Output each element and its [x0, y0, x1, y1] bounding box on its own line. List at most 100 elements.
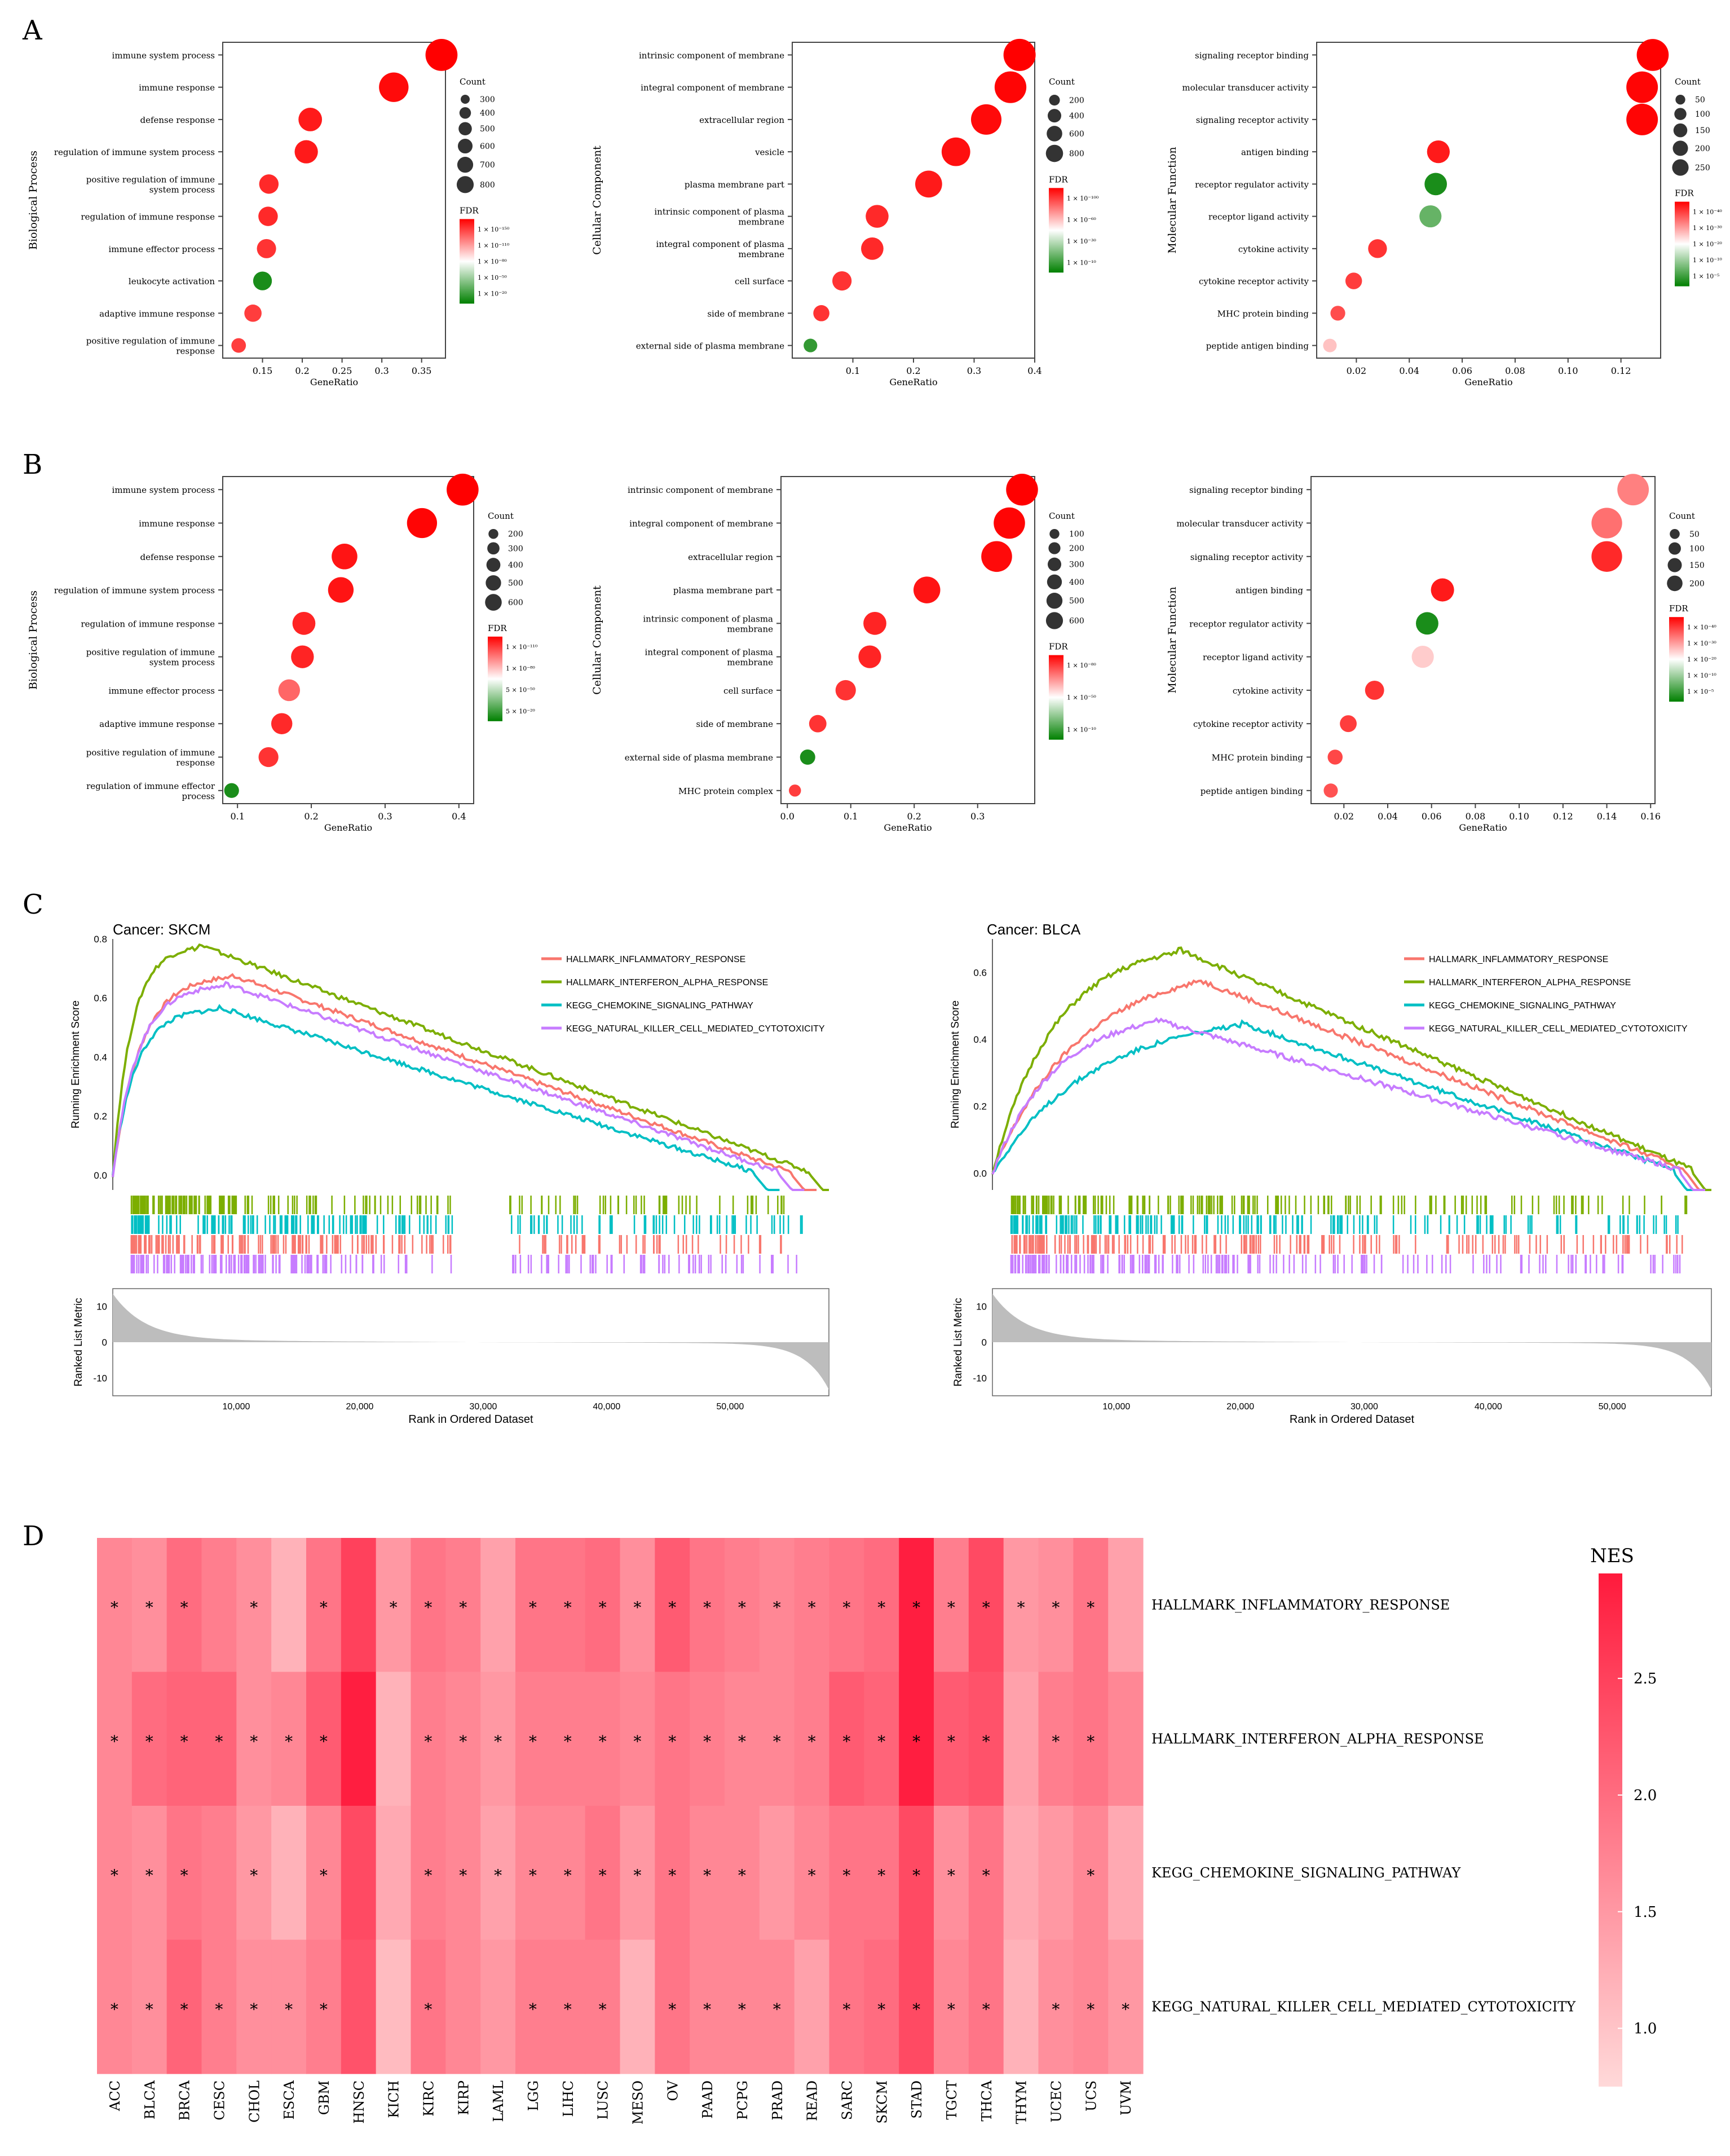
heatmap-column-label: LGG — [526, 2080, 541, 2111]
term-label: membrane — [727, 624, 773, 634]
heatmap-cell — [201, 1806, 237, 1941]
count-legend-label: 300 — [480, 95, 495, 104]
heatmap-cell — [968, 1538, 1004, 1673]
dot-point — [813, 305, 829, 321]
count-legend-label: 300 — [508, 544, 523, 553]
term-label: integral component of membrane — [641, 83, 784, 93]
y-axis-title: Cellular Component — [591, 585, 603, 695]
significance-star: * — [808, 1598, 816, 1617]
term-label: external side of plasma membrane — [625, 753, 773, 763]
term-label: membrane — [738, 249, 784, 259]
significance-star: * — [703, 1866, 711, 1885]
heatmap-cell — [794, 1939, 830, 2074]
heatmap-cell — [725, 1806, 760, 1941]
heatmap-cell — [655, 1806, 690, 1941]
dot-point — [425, 39, 458, 71]
heatmap-cell — [968, 1939, 1004, 2074]
term-label: antigen binding — [1241, 147, 1309, 157]
heatmap-cell — [306, 1806, 342, 1941]
heatmap-cell — [480, 1806, 516, 1941]
term-label: MHC protein binding — [1217, 308, 1309, 319]
significance-star: * — [738, 2000, 746, 2018]
significance-star: * — [145, 2000, 153, 2018]
term-label: receptor regulator activity — [1189, 619, 1303, 629]
x-tick-label: 0.12 — [1611, 365, 1631, 376]
x-tick-label: 0.15 — [253, 365, 273, 376]
heatmap-cell — [690, 1939, 725, 2074]
term-label: plasma membrane part — [673, 585, 773, 596]
heatmap-cell — [411, 1806, 446, 1941]
count-legend-dot — [1045, 144, 1063, 162]
x-axis-title: GeneRatio — [324, 822, 372, 833]
count-legend-label: 600 — [480, 142, 495, 151]
dot-point — [1327, 749, 1343, 765]
significance-star: * — [529, 2000, 537, 2018]
count-legend-dot — [1047, 574, 1062, 590]
heatmap-cell — [411, 1672, 446, 1806]
heatmap-cell — [550, 1538, 586, 1673]
fdr-legend-label: 1 × 10⁻⁸⁰ — [1067, 662, 1096, 669]
dot-point — [861, 237, 884, 260]
count-legend-label: 200 — [1689, 579, 1705, 588]
enrichment-curve — [991, 946, 1711, 1191]
term-label: defense response — [140, 552, 215, 562]
term-label: regulation of immune system process — [54, 585, 215, 596]
heatmap-cell — [480, 1538, 516, 1673]
significance-star: * — [424, 1598, 432, 1617]
significance-star: * — [145, 1598, 153, 1617]
term-label: immune system process — [112, 50, 215, 60]
dot-point — [1427, 140, 1450, 164]
x-tick-label: 40,000 — [593, 1402, 620, 1412]
fdr-legend-label: 1 × 10⁻⁵⁰ — [1067, 694, 1096, 702]
heatmap-cell — [550, 1806, 586, 1941]
y-axis-title: Molecular Function — [1166, 587, 1179, 693]
dot-point — [789, 784, 801, 797]
term-label: molecular transducer activity — [1176, 518, 1303, 528]
dot-point — [981, 541, 1012, 572]
count-legend-label: 700 — [480, 161, 495, 170]
dot-point — [994, 71, 1027, 103]
heatmap-cell — [131, 1672, 167, 1806]
x-tick-label: 0.25 — [332, 365, 352, 376]
fdr-legend-title: FDR — [1049, 642, 1068, 652]
heatmap-cell — [480, 1672, 516, 1806]
significance-star: * — [529, 1866, 537, 1885]
dot-point — [332, 543, 358, 570]
panel-label: D — [23, 1520, 44, 1552]
heatmap-cell — [759, 1939, 795, 2074]
significance-star: * — [564, 2000, 572, 2018]
fdr-legend-label: 5 × 10⁻⁵⁰ — [506, 686, 535, 694]
significance-star: * — [842, 1598, 850, 1617]
count-legend-label: 500 — [1069, 597, 1084, 606]
significance-star: * — [1052, 1598, 1060, 1617]
heatmap-cell — [376, 1672, 412, 1806]
significance-star: * — [145, 1866, 153, 1885]
dot-point — [259, 174, 279, 194]
x-tick-label: 0.1 — [846, 365, 860, 376]
count-legend-dot — [1047, 109, 1062, 123]
term-label: intrinsic component of membrane — [628, 485, 773, 495]
heatmap-cell — [725, 1672, 760, 1806]
significance-star: * — [703, 1732, 711, 1751]
x-tick-label: 0.3 — [374, 365, 389, 376]
gsea-title: Cancer: BLCA — [987, 921, 1081, 938]
heatmap-cell — [829, 1939, 864, 2074]
enrichment-curve — [112, 981, 805, 1191]
heatmap-cell — [201, 1939, 237, 2074]
count-legend-label: 600 — [508, 598, 523, 607]
heatmap-cell — [97, 1939, 133, 2074]
heatmap-column-label: KICH — [386, 2080, 402, 2118]
heatmap-row-label: KEGG_CHEMOKINE_SIGNALING_PATHWAY — [1151, 1865, 1462, 1881]
fdr-legend-label: 1 × 10⁻²⁰ — [478, 290, 507, 297]
significance-star: * — [215, 2000, 223, 2018]
y-axis-title: Cellular Component — [591, 146, 603, 255]
significance-star: * — [877, 1732, 885, 1751]
significance-star: * — [1017, 1598, 1025, 1617]
y-axis-title: Biological Process — [27, 590, 39, 690]
heatmap-cell — [341, 1538, 377, 1673]
significance-star: * — [564, 1866, 572, 1885]
term-label: receptor ligand activity — [1203, 652, 1304, 663]
significance-star: * — [668, 1598, 676, 1617]
significance-star: * — [877, 1598, 885, 1617]
y-axis-title: Running Enrichment Score — [950, 1000, 961, 1128]
